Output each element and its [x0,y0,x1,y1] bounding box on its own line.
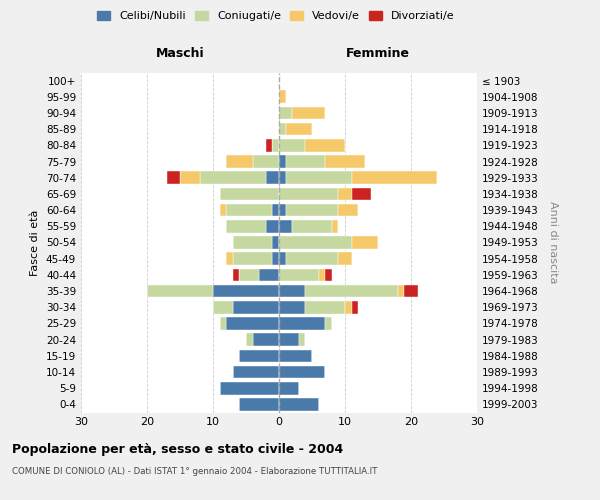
Bar [305,285,398,298]
Bar [272,252,279,265]
Bar [279,172,286,184]
Bar [220,188,279,200]
Bar [325,155,365,168]
Bar [239,398,279,410]
Bar [226,155,253,168]
Bar [272,236,279,249]
Bar [279,123,286,136]
Bar [279,350,312,362]
Bar [147,285,213,298]
Text: Popolazione per età, sesso e stato civile - 2004: Popolazione per età, sesso e stato civil… [12,442,343,456]
Bar [325,317,332,330]
Bar [233,252,272,265]
Bar [266,172,279,184]
Bar [167,172,180,184]
Bar [233,236,272,249]
Bar [233,268,239,281]
Bar [220,204,226,216]
Bar [279,334,299,346]
Bar [279,301,305,314]
Bar [220,317,226,330]
Bar [266,139,272,151]
Bar [279,285,305,298]
Bar [279,155,286,168]
Bar [352,236,378,249]
Bar [246,334,253,346]
Bar [279,220,292,232]
Bar [220,382,279,394]
Bar [226,204,272,216]
Bar [213,285,279,298]
Bar [279,382,299,394]
Bar [279,204,286,216]
Y-axis label: Anni di nascita: Anni di nascita [548,201,558,283]
Bar [352,172,437,184]
Bar [279,252,286,265]
Bar [338,188,352,200]
Bar [279,317,325,330]
Legend: Celibi/Nubili, Coniugati/e, Vedovi/e, Divorziati/e: Celibi/Nubili, Coniugati/e, Vedovi/e, Di… [97,10,455,21]
Text: Maschi: Maschi [155,46,205,60]
Bar [286,252,338,265]
Bar [200,172,266,184]
Bar [286,172,352,184]
Text: COMUNE DI CONIOLO (AL) - Dati ISTAT 1° gennaio 2004 - Elaborazione TUTTITALIA.IT: COMUNE DI CONIOLO (AL) - Dati ISTAT 1° g… [12,468,377,476]
Bar [272,139,279,151]
Bar [279,268,319,281]
Text: Femmine: Femmine [346,46,410,60]
Bar [213,301,233,314]
Bar [239,350,279,362]
Bar [338,204,358,216]
Bar [398,285,404,298]
Bar [226,317,279,330]
Bar [325,268,332,281]
Bar [292,220,332,232]
Bar [259,268,279,281]
Bar [292,106,325,120]
Bar [345,301,352,314]
Bar [233,301,279,314]
Bar [239,268,259,281]
Bar [332,220,338,232]
Bar [272,204,279,216]
Bar [299,334,305,346]
Bar [279,398,319,410]
Bar [338,252,352,265]
Y-axis label: Fasce di età: Fasce di età [31,210,40,276]
Bar [286,123,312,136]
Bar [279,139,305,151]
Bar [352,188,371,200]
Bar [233,366,279,378]
Bar [286,204,338,216]
Bar [279,90,286,103]
Bar [279,188,338,200]
Bar [253,155,279,168]
Bar [286,155,325,168]
Bar [266,220,279,232]
Bar [305,301,345,314]
Bar [279,366,325,378]
Bar [305,139,345,151]
Bar [279,236,352,249]
Bar [319,268,325,281]
Bar [226,252,233,265]
Bar [404,285,418,298]
Bar [279,106,292,120]
Bar [352,301,358,314]
Bar [180,172,200,184]
Bar [226,220,266,232]
Bar [253,334,279,346]
